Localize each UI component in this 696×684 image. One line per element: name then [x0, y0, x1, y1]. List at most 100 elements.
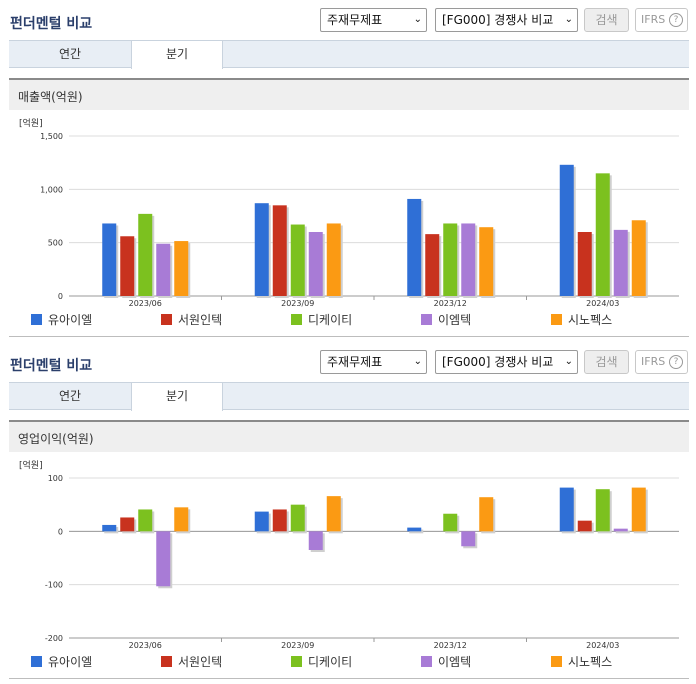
- chevron-down-icon: ⌄: [564, 14, 573, 25]
- y-tick-label: 0: [58, 527, 63, 536]
- bar: [174, 507, 189, 532]
- bar: [138, 213, 153, 296]
- bar-shadow: [409, 529, 424, 534]
- divider: [9, 336, 689, 337]
- help-icon[interactable]: ?: [669, 355, 683, 369]
- y-tick-label: 100: [48, 474, 63, 483]
- bar: [425, 234, 440, 296]
- compare-select-value: [FG000] 경쟁사 비교: [442, 13, 554, 27]
- x-tick-label: 2023/12: [434, 641, 467, 650]
- y-tick-label: 500: [48, 239, 63, 248]
- bar: [308, 531, 323, 550]
- bar: [102, 524, 117, 532]
- bar: [479, 497, 494, 532]
- bar: [120, 236, 135, 296]
- x-tick-label: 2024/03: [586, 299, 619, 308]
- y-tick-label: -200: [45, 634, 63, 643]
- legend-label: 시노펙스: [568, 313, 612, 327]
- period-tabs: 연간 분기: [9, 40, 689, 69]
- revenue-chart: [억원] 0 500 1,000 1,500 2023/06 2023/09 2023/12 2…: [9, 112, 689, 338]
- bar: [577, 520, 592, 532]
- bar: [326, 223, 341, 296]
- operating-profit-bar-chart-svg: [억원] -200 -100 0 100 2023/06 2023/09 2023/12 202…: [19, 459, 679, 669]
- x-tick-label: 2023/06: [129, 641, 162, 650]
- legend-label: 유아이엘: [48, 655, 92, 669]
- bar: [272, 509, 287, 532]
- x-tick-label: 2023/12: [434, 299, 467, 308]
- bar: [120, 517, 135, 532]
- chevron-down-icon: ⌄: [564, 356, 573, 367]
- bar: [272, 205, 287, 296]
- bar: [156, 531, 171, 587]
- ifrs-button[interactable]: IFRS ?: [635, 350, 688, 374]
- tab-annual[interactable]: 연간: [58, 47, 82, 61]
- tab-annual[interactable]: 연간: [58, 389, 82, 403]
- section-title: 펀더멘털 비교: [10, 358, 93, 374]
- y-tick-label: -100: [45, 581, 63, 590]
- legend-swatch: [291, 656, 302, 667]
- section-header: 펀더멘털 비교 주재무제표 ⌄ [FG000] 경쟁사 비교 ⌄ 검색 IFRS…: [0, 0, 696, 40]
- bar: [595, 489, 610, 532]
- bar: [613, 528, 628, 532]
- legend-label: 이엠텍: [438, 313, 471, 327]
- statement-select[interactable]: 주재무제표 ⌄: [320, 350, 427, 374]
- bar: [613, 229, 628, 296]
- y-unit-label: [억원]: [19, 459, 43, 471]
- statement-select-value: 주재무제표: [327, 13, 383, 27]
- legend-swatch: [421, 656, 432, 667]
- chart-subtitle: 영업이익(억원): [18, 432, 94, 446]
- ifrs-label: IFRS: [641, 13, 666, 26]
- bar: [559, 164, 574, 296]
- bar: [308, 232, 323, 296]
- bar: [254, 511, 269, 532]
- chart-subtitle: 매출액(억원): [18, 90, 83, 104]
- ifrs-button[interactable]: IFRS ?: [635, 8, 688, 32]
- section-header: 펀더멘털 비교 주재무제표 ⌄ [FG000] 경쟁사 비교 ⌄ 검색 IFRS…: [0, 342, 696, 382]
- chevron-down-icon: ⌄: [413, 14, 422, 25]
- legend-swatch: [421, 314, 432, 325]
- bar: [577, 232, 592, 296]
- legend-swatch: [161, 314, 172, 325]
- legend-swatch: [31, 656, 42, 667]
- compare-select[interactable]: [FG000] 경쟁사 비교 ⌄: [435, 350, 578, 374]
- tab-quarterly[interactable]: 분기: [131, 383, 223, 411]
- bar: [461, 531, 476, 547]
- fundamental-section-revenue: 펀더멘털 비교 주재무제표 ⌄ [FG000] 경쟁사 비교 ⌄ 검색 IFRS…: [0, 0, 696, 338]
- compare-select-value: [FG000] 경쟁사 비교: [442, 355, 554, 369]
- legend-label: 디케이티: [308, 655, 352, 669]
- bar: [156, 243, 171, 296]
- legend-label: 이엠텍: [438, 655, 471, 669]
- bar: [326, 496, 341, 532]
- statement-select[interactable]: 주재무제표 ⌄: [320, 8, 427, 32]
- legend-swatch: [291, 314, 302, 325]
- bar: [443, 513, 458, 532]
- legend-swatch: [31, 314, 42, 325]
- bar: [290, 504, 305, 532]
- bar: [479, 227, 494, 296]
- fundamental-section-operating-profit: 펀더멘털 비교 주재무제표 ⌄ [FG000] 경쟁사 비교 ⌄ 검색 IFRS…: [0, 342, 696, 684]
- y-unit-label: [억원]: [19, 117, 43, 129]
- chart-subtitle-bar: 영업이익(억원): [9, 420, 689, 452]
- search-button[interactable]: 검색: [584, 350, 629, 374]
- y-tick-label: 1,000: [40, 185, 63, 194]
- bar: [407, 527, 422, 532]
- x-tick-label: 2023/09: [281, 641, 314, 650]
- tab-quarterly[interactable]: 분기: [131, 41, 223, 69]
- help-icon[interactable]: ?: [669, 13, 683, 27]
- x-tick-label: 2023/09: [281, 299, 314, 308]
- search-button[interactable]: 검색: [584, 8, 629, 32]
- bar: [461, 223, 476, 296]
- compare-select[interactable]: [FG000] 경쟁사 비교 ⌄: [435, 8, 578, 32]
- bar: [174, 241, 189, 296]
- y-tick-label: 0: [58, 292, 63, 301]
- legend-swatch: [551, 314, 562, 325]
- section-title: 펀더멘털 비교: [10, 16, 93, 32]
- legend-label: 유아이엘: [48, 313, 92, 327]
- chart-subtitle-bar: 매출액(억원): [9, 78, 689, 110]
- legend-label: 시노펙스: [568, 655, 612, 669]
- divider: [9, 678, 689, 679]
- revenue-bar-chart-svg: [억원] 0 500 1,000 1,500 2023/06 2023/09 2023/12 2…: [19, 117, 679, 327]
- bar: [631, 220, 646, 296]
- bar: [631, 487, 646, 532]
- x-tick-label: 2023/06: [129, 299, 162, 308]
